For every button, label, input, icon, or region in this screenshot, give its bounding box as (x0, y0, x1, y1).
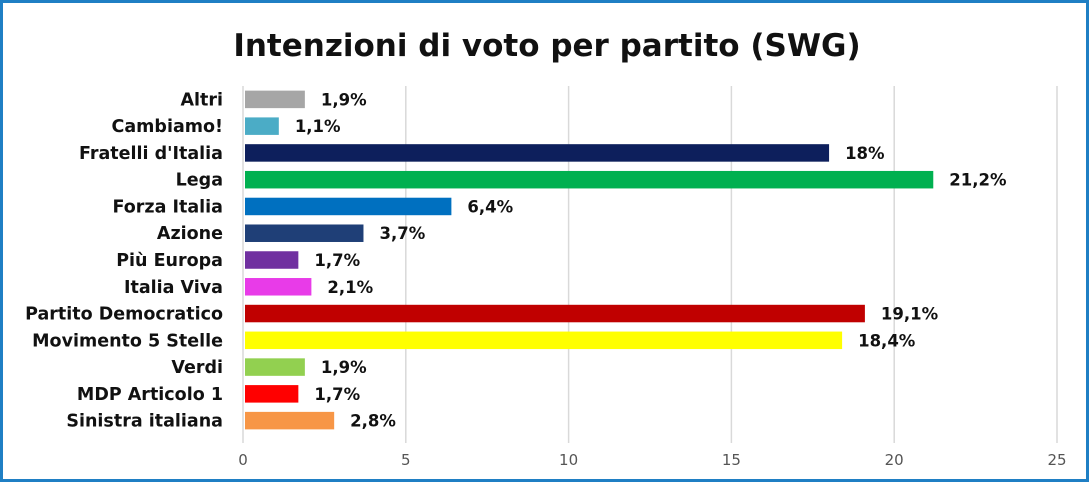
bar (245, 385, 299, 403)
category-labels: Altri Cambiamo! Fratelli d'Italia Lega Forza… (25, 90, 223, 431)
category-label: Sinistra italiana (66, 412, 223, 432)
category-label: MDP Articolo 1 (77, 385, 223, 405)
value-label: 21,2% (949, 171, 1007, 190)
value-label: 1,9% (321, 358, 367, 377)
value-label: 1,7% (314, 385, 360, 404)
grid (242, 86, 1058, 443)
value-label: 1,9% (321, 90, 367, 109)
bar (245, 251, 299, 269)
category-label: Azione (157, 224, 223, 244)
bar (245, 278, 312, 296)
value-label: 2,1% (327, 278, 373, 297)
category-label: Altri (180, 90, 223, 110)
x-tick-label: 25 (1047, 451, 1066, 469)
category-label: Cambiamo! (112, 117, 223, 137)
value-label: 3,7% (379, 224, 425, 243)
category-label: Italia Viva (124, 278, 223, 298)
bar-chart: Intenzioni di voto per partito (SWG) Alt… (25, 28, 1066, 469)
category-label: Lega (176, 171, 223, 191)
category-label: Forza Italia (113, 197, 223, 217)
bar (245, 331, 843, 350)
value-label: 1,1% (295, 117, 341, 136)
bar (245, 411, 335, 430)
bar (245, 224, 364, 242)
x-tick-label: 15 (722, 451, 741, 469)
category-label: Movimento 5 Stelle (32, 331, 223, 351)
bar (245, 170, 934, 189)
bar (245, 358, 305, 376)
bar (245, 117, 279, 135)
bars (245, 90, 934, 430)
x-tick-label: 10 (559, 451, 578, 469)
value-label: 1,7% (314, 251, 360, 270)
category-label: Fratelli d'Italia (79, 144, 223, 164)
value-labels: 1,9% 1,1% 18% 21,2% 6,4% 3,7% 1,7% 2,1% 19,1% 18,… (295, 90, 1007, 430)
x-tick-label: 5 (401, 451, 411, 469)
value-label: 6,4% (467, 197, 513, 216)
category-label: Più Europa (116, 251, 223, 271)
bar (245, 304, 865, 323)
value-label: 19,1% (881, 305, 939, 324)
value-label: 2,8% (350, 412, 396, 431)
value-label: 18,4% (858, 331, 916, 350)
value-label: 18% (845, 144, 885, 163)
x-tick-label: 0 (238, 451, 248, 469)
category-label: Partito Democratico (25, 305, 223, 325)
category-label: Verdi (171, 358, 223, 378)
x-tick-label: 20 (885, 451, 904, 469)
chart-title: Intenzioni di voto per partito (SWG) (233, 28, 860, 64)
bar (245, 90, 305, 109)
bar (245, 144, 830, 162)
bar (245, 197, 452, 216)
x-axis-ticks: 0 5 10 15 20 25 (238, 451, 1066, 469)
